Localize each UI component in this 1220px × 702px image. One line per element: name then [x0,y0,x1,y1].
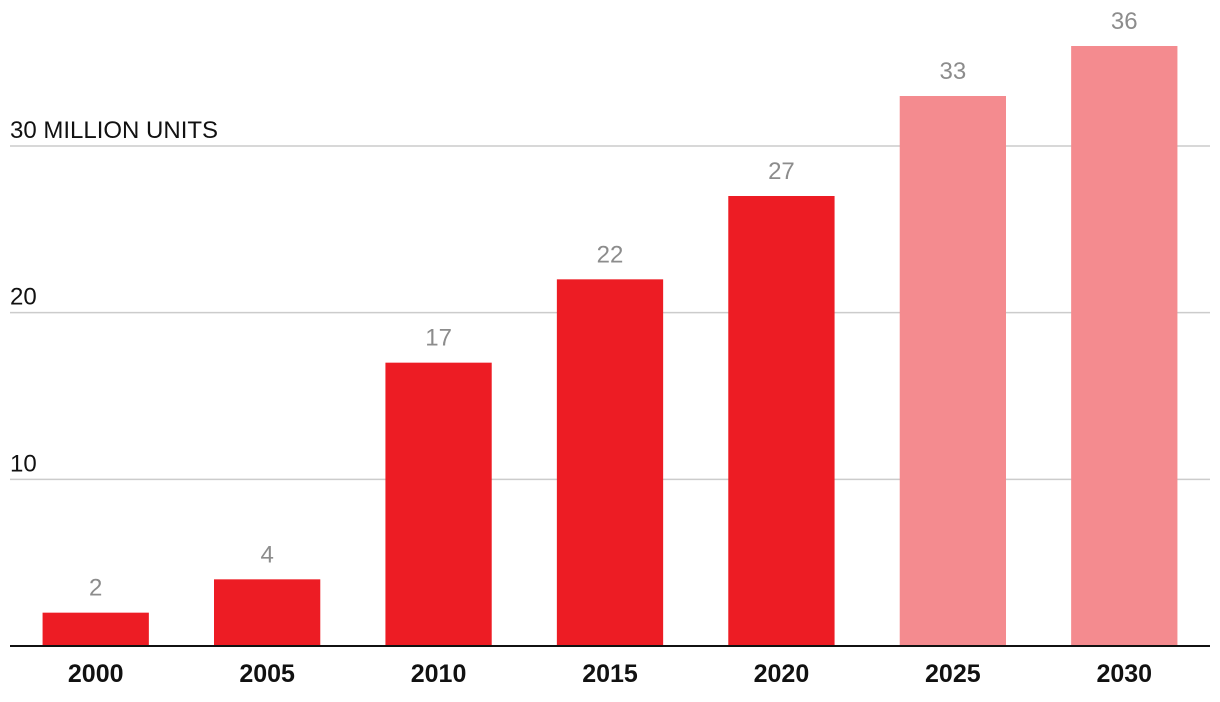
y-tick-label: 30 MILLION UNITS [10,117,218,144]
data-label-2005: 4 [260,541,273,568]
bar-2020 [728,196,835,646]
data-label-2015: 22 [597,241,624,268]
bars [42,46,1178,646]
data-label-2010: 17 [425,325,452,352]
bar-2005 [214,579,321,646]
x-tick-label: 2025 [925,660,981,688]
y-tick-label: 10 [10,450,37,477]
bar-2010 [385,362,492,646]
x-tick-label: 2030 [1096,660,1152,688]
x-axis-tick-labels: 2000 2005 2010 2015 2020 2025 2030 [68,660,1152,688]
x-tick-label: 2015 [582,660,638,688]
x-tick-label: 2010 [411,660,467,688]
data-label-2020: 27 [768,158,795,185]
x-tick-label: 2005 [239,660,295,688]
x-tick-label: 2020 [754,660,810,688]
bar-2030 [1071,46,1178,646]
bar-2000 [42,612,149,646]
data-label-2030: 36 [1111,8,1138,35]
y-tick-label: 20 [10,284,37,311]
bar-2015 [556,279,664,646]
data-label-2000: 2 [89,575,102,602]
data-labels: 2 4 17 22 27 33 36 [89,8,1138,602]
x-tick-label: 2000 [68,660,124,688]
bar-2025 [899,96,1006,646]
data-label-2025: 33 [940,58,967,85]
